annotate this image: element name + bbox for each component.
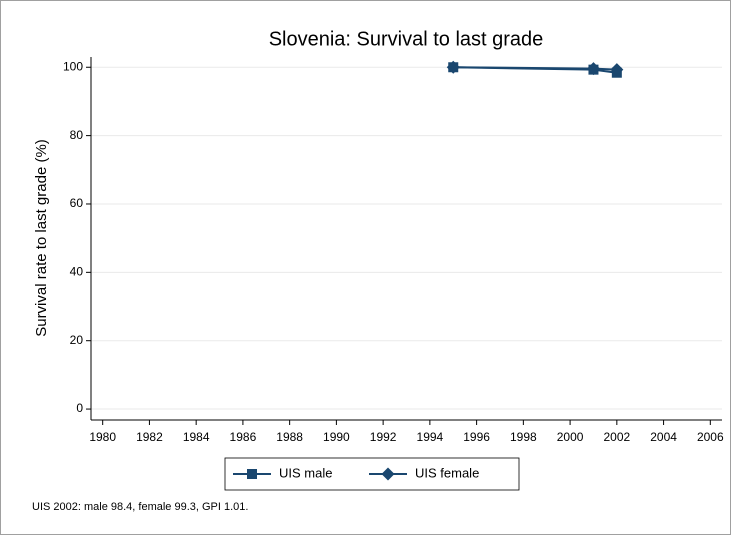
y-tick-label: 100 [63, 59, 83, 73]
x-tick-label: 1984 [183, 430, 210, 444]
x-tick-label: 2000 [557, 430, 584, 444]
y-tick-label: 20 [70, 333, 84, 347]
x-tick-label: 1988 [276, 430, 303, 444]
data-point [586, 62, 600, 76]
x-tick-label: 1996 [463, 430, 490, 444]
x-tick-label: 2002 [603, 430, 630, 444]
x-tick-label: 1982 [136, 430, 163, 444]
x-tick-label: 1980 [89, 430, 116, 444]
x-tick-label: 1998 [510, 430, 537, 444]
x-tick-label: 1990 [323, 430, 350, 444]
legend-label: UIS female [415, 465, 479, 480]
note: UIS 2002: male 98.4, female 99.3, GPI 1.… [32, 501, 248, 513]
legend-label: UIS male [279, 465, 332, 480]
y-tick-label: 80 [70, 128, 84, 142]
data-point [610, 63, 624, 77]
chart-title: Slovenia: Survival to last grade [269, 28, 544, 50]
x-tick-label: 2004 [650, 430, 677, 444]
y-tick-label: 40 [70, 265, 84, 279]
x-tick-label: 1992 [370, 430, 397, 444]
legend-marker [247, 469, 257, 479]
y-tick-label: 0 [76, 401, 83, 415]
x-tick-label: 2006 [697, 430, 724, 444]
legend-marker [381, 467, 395, 481]
data-point [446, 60, 460, 74]
y-tick-label: 60 [70, 196, 84, 210]
x-tick-label: 1994 [417, 430, 444, 444]
x-tick-label: 1986 [230, 430, 257, 444]
y-axis-title: Survival rate to last grade (%) [33, 139, 50, 337]
